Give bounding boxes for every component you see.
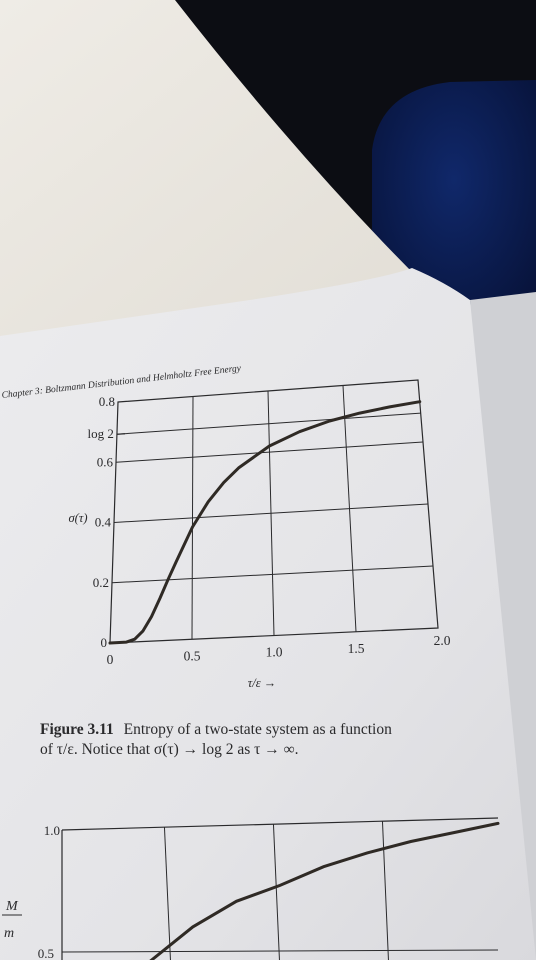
chart1-y-tick-label: 0.4 bbox=[95, 515, 112, 530]
chart1-labels: 0 0.2 0.4 0.6 log 2 0.8 0 0.5 1.0 1.5 2.0 σ(τ) τ/ε → bbox=[69, 394, 451, 690]
chart1-y-tick-label: log 2 bbox=[88, 426, 114, 441]
chart2-labels: 1.0 0.5 Mm bbox=[2, 823, 60, 960]
chart2-gridline-x bbox=[163, 827, 171, 960]
chart2-y-axis-label-denominator: m bbox=[4, 926, 14, 941]
figure-caption-text: Entropy of a two-state system as a funct… bbox=[124, 721, 392, 738]
chart1-curve bbox=[108, 400, 422, 645]
chart2-y-tick-label: 0.5 bbox=[38, 946, 54, 960]
chart1-y-tick-label: 0.6 bbox=[97, 454, 114, 469]
chart1-gridline-y bbox=[116, 412, 421, 435]
chart1-gridline-y bbox=[113, 503, 429, 523]
chart1-y-axis-label: σ(τ) bbox=[69, 511, 88, 525]
figure-caption-line2: of τ/ε. Notice that σ(τ) → log 2 as τ → … bbox=[40, 741, 299, 758]
chart2-grid bbox=[61, 817, 499, 960]
figure-caption-label: Figure 3.11 bbox=[40, 721, 114, 738]
chart1-x-tick-label: 2.0 bbox=[434, 633, 451, 648]
chart2-y-tick-label: 1.0 bbox=[44, 823, 60, 838]
chart1-x-tick-label: 0.5 bbox=[184, 648, 201, 663]
chart1-y-tick-label: 0.8 bbox=[99, 394, 115, 409]
figure-3-11: 0 0.2 0.4 0.6 log 2 0.8 0 0.5 1.0 1.5 2.0 σ(τ) τ/ε → bbox=[69, 379, 451, 690]
chart2-curve bbox=[149, 821, 500, 960]
desk bbox=[0, 0, 420, 340]
chart2-y-axis-label-numerator: M bbox=[5, 899, 19, 914]
chart2-gridline-y bbox=[61, 949, 499, 953]
figure-second: 1.0 0.5 Mm bbox=[2, 817, 500, 960]
chart1-x-tick-label: 1.0 bbox=[266, 645, 283, 660]
chart2-top-border bbox=[61, 817, 499, 831]
chart1-log2-tick bbox=[116, 433, 125, 435]
chart1-x-tick-label: 0 bbox=[107, 652, 114, 667]
paper-page-right bbox=[470, 292, 536, 960]
chair bbox=[372, 80, 536, 330]
chart1-frame bbox=[109, 379, 439, 644]
paper-page bbox=[0, 268, 536, 960]
chart1-x-axis-label: τ/ε → bbox=[248, 676, 277, 690]
chart1-gridline-y bbox=[111, 565, 434, 584]
chart2-gridline-x bbox=[381, 821, 389, 960]
figure-caption-line1: Figure 3.11 Entropy of a two-state syste… bbox=[40, 721, 392, 738]
chart1-x-tick-label: 1.5 bbox=[348, 641, 365, 656]
chart1-grid bbox=[109, 379, 439, 644]
chart1-gridline-y bbox=[115, 441, 424, 463]
chart1-y-tick-label: 0 bbox=[101, 635, 108, 650]
chart1-y-tick-label: 0.2 bbox=[93, 575, 109, 590]
chart2-gridline-x bbox=[272, 824, 280, 960]
